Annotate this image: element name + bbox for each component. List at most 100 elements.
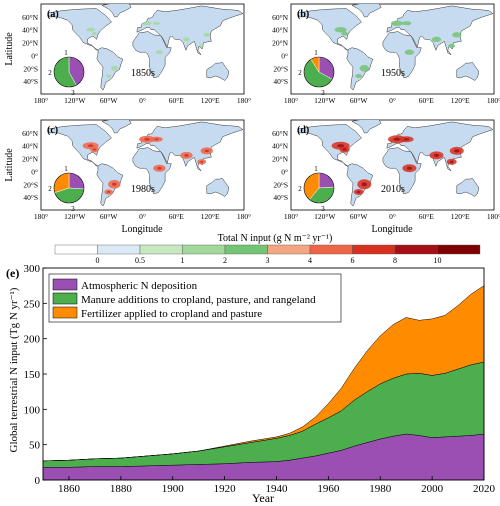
chart-xlabel: Year bbox=[252, 491, 274, 505]
lon-tick-label: 120°E bbox=[451, 212, 470, 221]
lat-tick-label: 0° bbox=[31, 167, 38, 176]
map-body bbox=[297, 4, 494, 91]
n-input-hotspot bbox=[106, 74, 112, 78]
continent-shape bbox=[96, 47, 124, 91]
colorbar-tick-label: 6 bbox=[351, 256, 355, 265]
n-input-hotspot bbox=[334, 27, 347, 33]
lat-tick-label: 20°N bbox=[22, 39, 38, 48]
pie-outline bbox=[53, 172, 85, 204]
lon-tick-label: 180° bbox=[284, 212, 298, 221]
lon-tick-label: 180° bbox=[284, 96, 298, 105]
lon-tick-label: 120°W bbox=[314, 212, 336, 221]
lon-tick-label: 0° bbox=[389, 212, 396, 221]
continent-shape bbox=[386, 5, 494, 56]
continent-shape bbox=[386, 121, 494, 172]
lat-tick-label: 40°N bbox=[22, 142, 38, 151]
y-tick-label: 100 bbox=[24, 404, 41, 416]
lon-tick-label: 60°W bbox=[100, 96, 118, 105]
pie-label: 2 bbox=[298, 185, 302, 193]
pie-outline bbox=[53, 56, 85, 88]
lon-tick-label: 0° bbox=[139, 96, 146, 105]
colorbar-tick-label: 10 bbox=[434, 256, 442, 265]
lat-tick-label: 40°S bbox=[273, 193, 288, 202]
map-panels: (a) 1850s 60°N 40°N 20°N 0° 20°S 40°S 180° 120°W 6… bbox=[4, 3, 500, 235]
lon-tick-label: 120°E bbox=[201, 212, 220, 221]
colorbar-segment bbox=[437, 244, 481, 255]
lat-tick-label: 20°S bbox=[23, 180, 38, 189]
pie-label: 1 bbox=[314, 165, 318, 173]
n-input-hotspot bbox=[155, 50, 163, 55]
map-panel: (d) 2010s 60°N 40°N 20°N 0° 20°S 40°S 180° 120°W 6… bbox=[272, 119, 500, 221]
lon-tick-label: 180° bbox=[237, 212, 251, 221]
area-chart: (e) Global terrestrial N input (Tg N yr⁻… bbox=[6, 263, 496, 505]
colorbar-segment bbox=[97, 244, 141, 255]
lon-tick-label: 120°W bbox=[314, 96, 336, 105]
continent-shape bbox=[132, 31, 172, 79]
lat-tick-label: 60°N bbox=[272, 129, 288, 138]
lon-tick-label: 60°W bbox=[100, 212, 118, 221]
pie-label: 3 bbox=[321, 205, 325, 213]
map-xlabel: Longitude bbox=[121, 224, 163, 235]
colorbar-tick-label: 0 bbox=[96, 256, 100, 265]
lon-tick-label: 120°E bbox=[201, 96, 220, 105]
n-input-hotspot bbox=[199, 44, 205, 48]
n-input-hotspot bbox=[404, 49, 415, 55]
pie-label: 3 bbox=[71, 89, 75, 97]
colorbar-segment bbox=[267, 244, 311, 255]
n-input-hotspot bbox=[452, 32, 462, 38]
lat-tick-label: 20°S bbox=[23, 64, 38, 73]
panel-period: 1950s bbox=[381, 68, 405, 79]
n-input-hotspot-core bbox=[204, 149, 210, 153]
n-input-hotspot bbox=[86, 27, 96, 32]
n-input-hotspot-core bbox=[342, 148, 347, 151]
legend-label: Atmospheric N deposition bbox=[81, 280, 198, 292]
lon-tick-label: 60°E bbox=[419, 96, 434, 105]
continent-shape bbox=[101, 120, 132, 134]
lon-tick-label: 180° bbox=[487, 96, 500, 105]
colorbar-segment bbox=[54, 244, 98, 255]
continent-shape bbox=[351, 4, 382, 18]
n-input-hotspot bbox=[390, 20, 404, 26]
n-input-hotspot bbox=[153, 21, 161, 25]
pie-label: 2 bbox=[298, 69, 302, 77]
x-tick-label: 2020 bbox=[473, 483, 496, 495]
continent-shape bbox=[456, 62, 480, 81]
n-input-hotspot-core bbox=[154, 138, 159, 141]
n-input-hotspot-core bbox=[144, 138, 150, 141]
continent-shape bbox=[351, 120, 382, 134]
legend-box bbox=[48, 273, 342, 323]
pie-label: 1 bbox=[64, 165, 68, 173]
x-tick-label: 1880 bbox=[110, 483, 133, 495]
colorbar-segment bbox=[182, 244, 226, 255]
lon-tick-label: 0° bbox=[139, 212, 146, 221]
continent-shape bbox=[297, 124, 362, 167]
lat-tick-label: 20°N bbox=[22, 155, 38, 164]
n-input-hotspot bbox=[355, 73, 363, 79]
n-input-hotspot-core bbox=[157, 166, 162, 170]
continent-shape bbox=[206, 62, 230, 81]
continent-shape bbox=[297, 8, 362, 51]
y-tick-label: 150 bbox=[24, 369, 41, 381]
legend-swatch bbox=[52, 278, 78, 291]
chart-ylabel: Global terrestrial N input (Tg N yr⁻¹) bbox=[8, 287, 20, 452]
legend-label: Manure additions to cropland, pasture, a… bbox=[81, 294, 316, 306]
panel-period: 1980s bbox=[131, 184, 155, 195]
colorbar-segment bbox=[394, 244, 438, 255]
legend-swatch bbox=[52, 292, 78, 305]
lon-tick-label: 60°W bbox=[350, 96, 368, 105]
n-input-hotspot bbox=[431, 36, 442, 43]
colorbar-tick-label: 1 bbox=[181, 256, 185, 265]
x-tick-label: 1860 bbox=[58, 483, 81, 495]
n-input-hotspot-core bbox=[107, 191, 111, 193]
n-input-hotspot-core bbox=[184, 154, 189, 157]
map-body bbox=[47, 4, 244, 91]
colorbar-segment bbox=[139, 244, 183, 255]
n-input-hotspot-core bbox=[112, 182, 117, 186]
lat-tick-label: 0° bbox=[281, 51, 288, 60]
panel-tag: (b) bbox=[297, 9, 309, 20]
n-input-hotspot-core bbox=[453, 149, 460, 153]
map-ylabel: Latitude bbox=[4, 148, 15, 182]
lon-tick-label: 180° bbox=[487, 212, 500, 221]
colorbar-tick-label: 3 bbox=[266, 256, 270, 265]
